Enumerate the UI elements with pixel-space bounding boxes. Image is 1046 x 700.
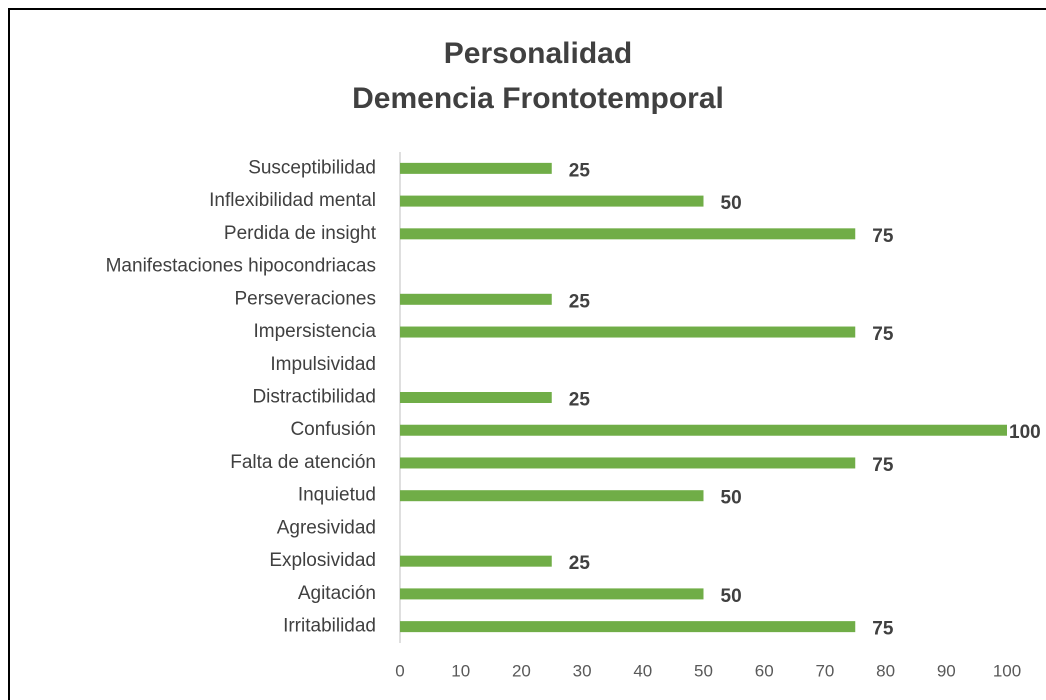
bar (400, 326, 856, 338)
bar (400, 195, 704, 207)
x-tick-label: 10 (451, 661, 470, 680)
y-tick-label: Agitación (298, 583, 376, 604)
bar (400, 555, 552, 567)
data-label: 50 (721, 488, 742, 509)
data-label: 25 (569, 390, 591, 411)
bar (400, 162, 552, 174)
x-tick-label: 100 (993, 661, 1021, 680)
bar (400, 293, 552, 305)
y-tick-label: Inflexibilidad mental (209, 190, 376, 211)
x-tick-label: 60 (755, 661, 774, 680)
y-tick-label: Irritabilidad (283, 616, 376, 637)
x-tick-label: 90 (937, 661, 956, 680)
y-tick-label: Impersistencia (254, 321, 377, 342)
chart-border (8, 8, 1046, 700)
x-tick-label: 0 (395, 661, 404, 680)
data-label: 25 (569, 553, 591, 574)
data-label: 25 (569, 160, 591, 181)
y-tick-label: Susceptibilidad (248, 157, 376, 178)
chart-subtitle: Demencia Frontotemporal (352, 82, 724, 115)
y-tick-label: Inquietud (298, 485, 376, 506)
chart-title: Personalidad (444, 37, 632, 70)
bar (400, 457, 856, 469)
data-label: 75 (872, 455, 894, 476)
data-label: 75 (872, 324, 894, 345)
x-tick-label: 50 (694, 661, 713, 680)
data-label: 75 (872, 619, 894, 640)
y-tick-label: Perseveraciones (234, 288, 376, 309)
data-label: 25 (569, 291, 591, 312)
y-tick-label: Impulsividad (270, 354, 376, 375)
bar (400, 392, 552, 403)
data-label: 75 (872, 226, 894, 247)
y-tick-label: Perdida de insight (224, 223, 377, 244)
x-tick-label: 30 (573, 661, 592, 680)
data-label: 50 (721, 193, 742, 214)
bar (400, 424, 1007, 436)
y-tick-label: Confusión (290, 419, 376, 440)
x-tick-label: 70 (815, 661, 834, 680)
x-tick-label: 80 (876, 661, 895, 680)
bar (400, 588, 704, 600)
y-tick-label: Agresividad (277, 517, 376, 538)
data-label: 100 (1009, 422, 1041, 443)
y-tick-label: Explosividad (269, 550, 376, 571)
y-tick-label: Distractibilidad (252, 387, 376, 408)
data-label: 50 (721, 586, 742, 607)
y-tick-label: Manifestaciones hipocondriacas (106, 256, 376, 277)
bar (400, 621, 856, 633)
x-tick-label: 40 (633, 661, 652, 680)
y-tick-label: Falta de atención (230, 452, 376, 473)
bar (400, 228, 856, 240)
bar (400, 490, 704, 502)
x-tick-label: 20 (512, 661, 531, 680)
